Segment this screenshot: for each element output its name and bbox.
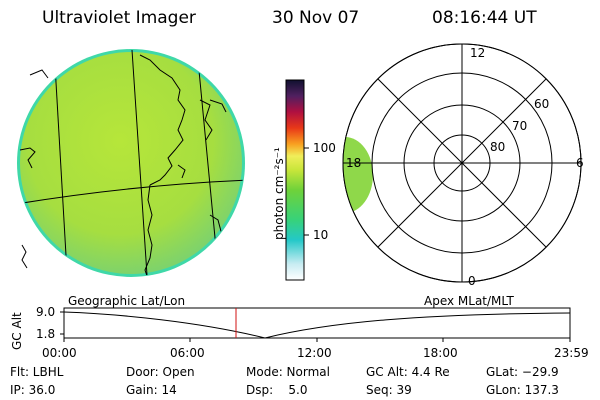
mlt-label-0: 0	[468, 274, 476, 288]
earth-disk-image	[17, 49, 245, 277]
polar-plot	[342, 43, 582, 283]
colorbar-unit-label: photon cm⁻²s⁻¹	[272, 147, 286, 240]
footer-dsp: Dsp: 5.0	[246, 383, 308, 397]
strip-x-tick-2: 12:00	[297, 346, 332, 360]
strip-x-tick-3: 18:00	[423, 346, 458, 360]
footer-glon: GLon: 137.3	[486, 383, 559, 397]
footer-gc-alt: GC Alt: 4.4 Re	[366, 365, 450, 379]
colorbar-tick-10: 10	[313, 228, 329, 242]
coastline-fragments	[21, 69, 227, 269]
mlt-label-12: 12	[470, 46, 486, 60]
footer-seq: Seq: 39	[366, 383, 412, 397]
lat-label-80: 80	[490, 140, 506, 154]
date-label: 30 Nov 07	[272, 8, 360, 28]
strip-left-caption: Geographic Lat/Lon	[68, 294, 186, 308]
footer-glat: GLat: −29.9	[486, 365, 559, 379]
lat-label-70: 70	[512, 119, 528, 133]
strip-y-label: GC Alt	[10, 312, 24, 350]
lat-label-60: 60	[534, 97, 550, 111]
strip-y-tick-1-8: 1.8	[36, 327, 56, 341]
altitude-strip-chart	[60, 307, 571, 342]
mlt-label-18: 18	[346, 156, 362, 170]
mlt-label-6: 6	[576, 156, 584, 170]
strip-y-tick-9: 9.0	[36, 305, 56, 319]
footer-ip: IP: 36.0	[10, 383, 56, 397]
footer-mode: Mode: Normal	[246, 365, 330, 379]
footer-gain: Gain: 14	[126, 383, 177, 397]
colorbar	[285, 79, 305, 281]
strip-right-caption: Apex MLat/MLT	[424, 294, 514, 308]
colorbar-tick-100: 100	[313, 141, 336, 155]
footer-door: Door: Open	[126, 365, 195, 379]
footer-filter: Flt: LBHL	[10, 365, 64, 379]
strip-x-tick-0: 00:00	[42, 346, 77, 360]
instrument-title: Ultraviolet Imager	[42, 8, 196, 28]
time-label: 08:16:44 UT	[432, 8, 537, 28]
strip-x-tick-4: 23:59	[554, 346, 589, 360]
strip-x-tick-1: 06:00	[170, 346, 205, 360]
